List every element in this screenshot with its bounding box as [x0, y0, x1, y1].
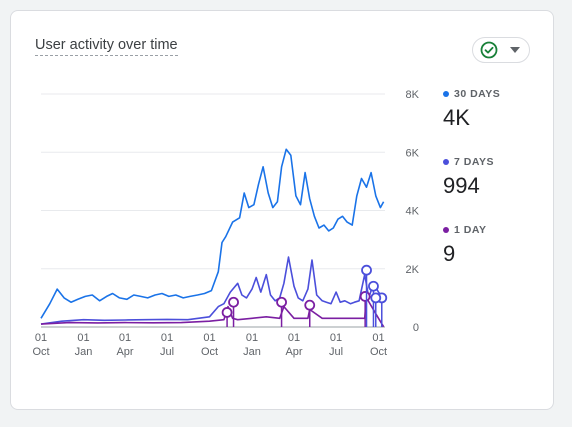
x-tick-label: 01	[35, 332, 47, 344]
legend-dot-icon	[443, 159, 449, 165]
card-title[interactable]: User activity over time	[35, 37, 178, 56]
x-tick-label: Oct	[201, 346, 218, 358]
x-tick-label: Oct	[370, 346, 387, 358]
legend-item-1-day: 1 DAY 9	[443, 224, 486, 267]
legend-value: 4K	[443, 105, 470, 130]
y-tick-label: 8K	[406, 89, 420, 101]
annotation-marker	[368, 280, 379, 292]
annotation-marker	[221, 307, 233, 318]
annotation-marker	[361, 264, 372, 276]
x-tick-label: 01	[288, 332, 300, 344]
user-activity-card: User activity over time 0 2K 4K 6K 8K 01 Oct 01…	[10, 10, 554, 410]
annotation-marker	[370, 292, 382, 304]
compare-dropdown-button[interactable]	[472, 37, 530, 63]
legend-dot-icon	[443, 227, 449, 233]
legend-dot-icon	[443, 91, 449, 97]
x-tick-label: Jan	[243, 346, 261, 358]
x-tick-label: Jul	[329, 346, 343, 358]
annotation-marker	[304, 299, 316, 311]
legend-label: 30 DAYS	[454, 88, 501, 100]
annotation-marker	[276, 296, 287, 308]
legend-value: 994	[443, 173, 480, 198]
annotation-marker	[228, 296, 239, 308]
x-tick-label: Oct	[32, 346, 49, 358]
y-tick-label: 6K	[406, 147, 420, 159]
x-tick-label: 01	[161, 332, 173, 344]
series-line-1-day	[40, 297, 385, 328]
legend-header: 7 DAYS	[443, 156, 494, 168]
y-tick-label: 4K	[406, 206, 420, 218]
series-line-30-days	[40, 148, 385, 319]
series-line-7-days	[40, 256, 385, 325]
x-tick-label: Jan	[75, 346, 93, 358]
x-tick-label: Apr	[116, 346, 133, 358]
x-tick-label: 01	[330, 332, 342, 344]
x-tick-label: Jul	[160, 346, 174, 358]
legend-label: 1 DAY	[454, 224, 487, 236]
legend-label: 7 DAYS	[454, 156, 494, 168]
x-tick-label: 01	[119, 332, 131, 344]
y-tick-label: 0	[413, 322, 419, 334]
legend-value: 9	[443, 241, 456, 266]
chevron-down-icon	[510, 47, 520, 53]
legend-item-30-days: 30 DAYS 4K	[443, 88, 500, 131]
x-tick-label: Apr	[285, 346, 302, 358]
annotation-marker	[359, 291, 371, 302]
x-tick-label: 01	[372, 332, 384, 344]
y-tick-label: 2K	[406, 264, 420, 276]
legend-header: 1 DAY	[443, 224, 486, 236]
x-tick-label: 01	[77, 332, 89, 344]
check-circle-icon	[480, 41, 498, 59]
legend-header: 30 DAYS	[443, 88, 500, 100]
legend-item-7-days: 7 DAYS 994	[443, 156, 494, 199]
x-tick-label: 01	[246, 332, 258, 344]
x-tick-label: 01	[203, 332, 215, 344]
activity-line-chart: 0 2K 4K 6K 8K 01 Oct 01 Jan 01 Apr 01 Jul 01 Oct 01 Jan 0…	[32, 89, 420, 358]
